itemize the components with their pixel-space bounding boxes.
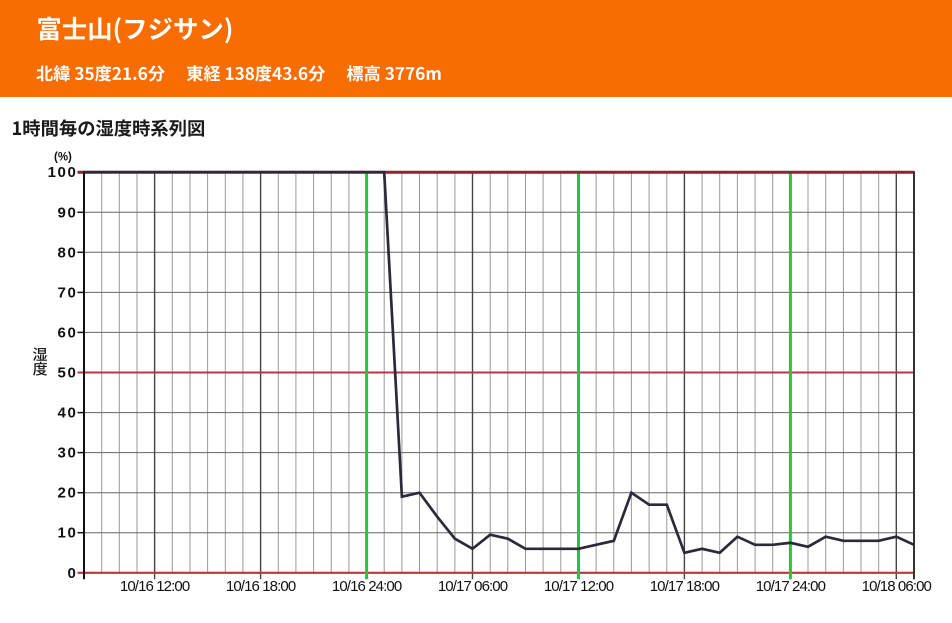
svg-text:10/16 24:00: 10/16 24:00 bbox=[332, 578, 402, 595]
svg-text:80: 80 bbox=[58, 244, 78, 261]
svg-text:10/17 24:00: 10/17 24:00 bbox=[756, 578, 826, 595]
svg-text:10/17 06:00: 10/17 06:00 bbox=[438, 578, 508, 595]
svg-text:10/16 12:00: 10/16 12:00 bbox=[120, 578, 190, 595]
svg-text:40: 40 bbox=[58, 405, 78, 422]
svg-text:0: 0 bbox=[67, 565, 77, 582]
svg-text:10/16 18:00: 10/16 18:00 bbox=[226, 578, 296, 595]
svg-text:20: 20 bbox=[58, 485, 78, 502]
svg-text:10/17 12:00: 10/17 12:00 bbox=[544, 578, 614, 595]
svg-text:10/17 18:00: 10/17 18:00 bbox=[650, 578, 720, 595]
svg-text:60: 60 bbox=[58, 324, 78, 341]
svg-text:10/18 06:00: 10/18 06:00 bbox=[862, 578, 932, 595]
svg-text:90: 90 bbox=[58, 204, 78, 221]
svg-text:10: 10 bbox=[58, 525, 78, 542]
svg-text:100: 100 bbox=[48, 164, 78, 181]
svg-text:30: 30 bbox=[58, 445, 78, 462]
svg-text:(%): (%) bbox=[54, 152, 72, 164]
svg-text:70: 70 bbox=[58, 284, 78, 301]
svg-text:50: 50 bbox=[58, 365, 78, 382]
